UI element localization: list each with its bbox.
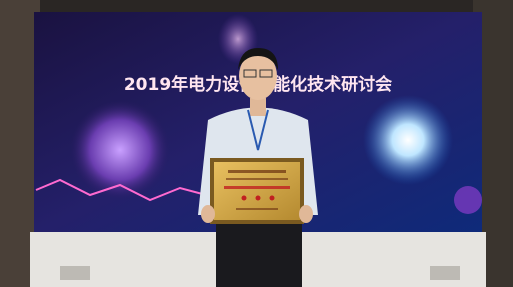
plaque-star [270,196,275,201]
plaque-line [224,186,290,189]
vent-right [430,266,460,280]
body: 2019年电力设备智能化技术研讨会 (() => { const data = … [0,0,513,287]
hand-right [299,205,313,223]
page: Photo {"screen": {"title": "2019年电力设备智能化… [0,0,513,287]
hand-left [201,205,215,223]
plaque-star [256,196,261,201]
vent-left [60,266,90,280]
plaque-line [226,178,288,180]
plaque-star [242,196,247,201]
neck [250,98,266,116]
planet-small [454,186,482,214]
plaque-line [228,170,286,173]
photo: 2019年电力设备智能化技术研讨会 [0,0,513,287]
planet-right [363,95,453,185]
plaque-line [236,208,278,210]
